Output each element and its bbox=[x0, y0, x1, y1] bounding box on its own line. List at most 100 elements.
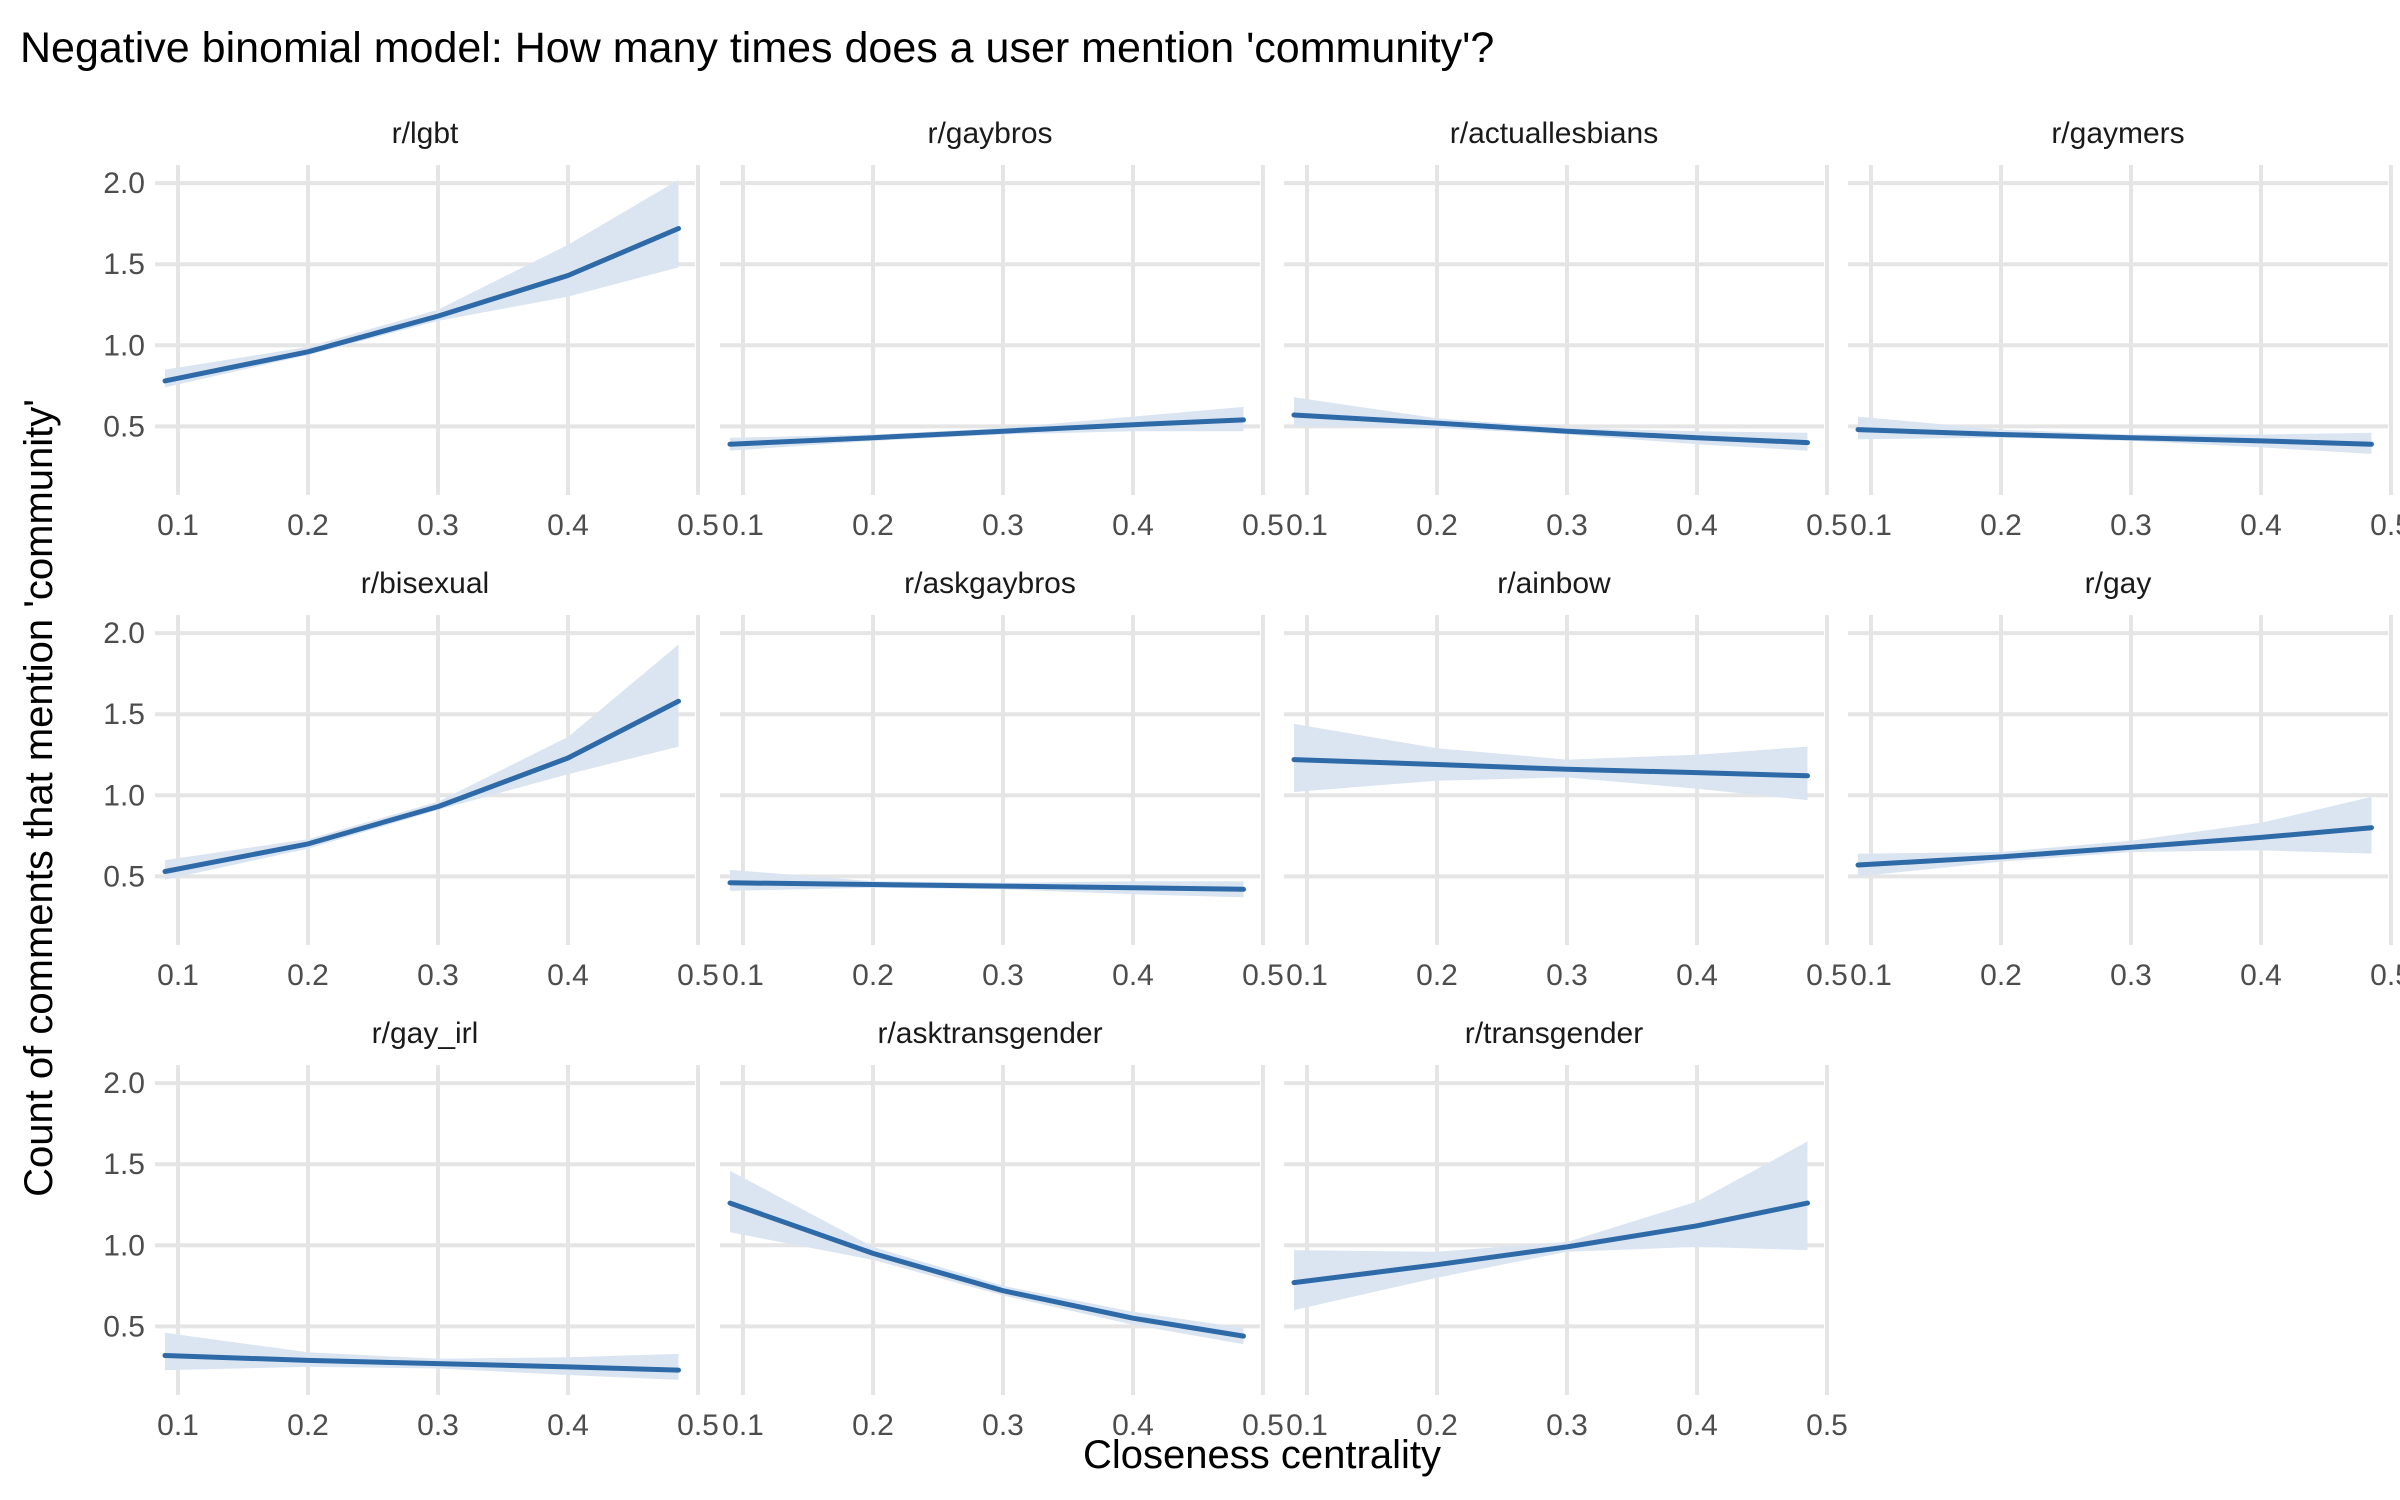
fitted-line-r-ainbow bbox=[1291, 757, 1810, 779]
x-tick-label: 0.1 bbox=[1850, 959, 1892, 992]
x-tick-label: 0.4 bbox=[1112, 1409, 1154, 1442]
facet-panel-r-asktransgender: r/asktransgender 0.1 0.2 0.3 0.4 0.5 bbox=[720, 1017, 1284, 1442]
x-tick-label: 0.2 bbox=[287, 509, 329, 542]
x-tick-label: 0.3 bbox=[982, 509, 1024, 542]
fitted-line-r-asktransgender bbox=[727, 1200, 1246, 1339]
confidence-band-r-bisexual bbox=[165, 644, 679, 880]
x-tick-label: 0.1 bbox=[722, 1409, 764, 1442]
facet-panel-r-askgaybros: r/askgaybros 0.1 0.2 0.3 0.4 0.5 bbox=[720, 567, 1284, 992]
facet-label-r-lgbt: r/lgbt bbox=[392, 117, 459, 150]
confidence-band-r-transgender bbox=[1294, 1141, 1808, 1311]
y-tick-label: 1.5 bbox=[103, 1148, 145, 1181]
x-tick-label: 0.2 bbox=[1980, 509, 2022, 542]
x-tick-label: 0.2 bbox=[287, 1409, 329, 1442]
x-tick-label: 0.5 bbox=[1806, 959, 1848, 992]
facet-label-r-bisexual: r/bisexual bbox=[361, 567, 489, 600]
fitted-line-r-askgaybros bbox=[727, 880, 1246, 892]
facet-label-r-gay-irl: r/gay_irl bbox=[372, 1017, 479, 1050]
x-tick-label: 0.3 bbox=[2110, 509, 2152, 542]
facet-label-r-gaymers: r/gaymers bbox=[2051, 117, 2184, 150]
x-tick-label: 0.1 bbox=[157, 1409, 199, 1442]
x-tick-label: 0.3 bbox=[417, 959, 459, 992]
facet-panel-r-ainbow: r/ainbow 0.1 0.2 0.3 0.4 0.5 bbox=[1284, 567, 1848, 992]
y-tick-label: 0.5 bbox=[103, 1310, 145, 1343]
facet-label-r-transgender: r/transgender bbox=[1465, 1017, 1643, 1050]
y-tick-label: 1.5 bbox=[103, 248, 145, 281]
y-tick-label: 2.0 bbox=[103, 617, 145, 650]
x-tick-label: 0.1 bbox=[1286, 509, 1328, 542]
facet-label-r-askgaybros: r/askgaybros bbox=[904, 567, 1076, 600]
confidence-band-r-ainbow bbox=[1294, 723, 1808, 801]
x-tick-label: 0.5 bbox=[2370, 509, 2400, 542]
facet-label-r-ainbow: r/ainbow bbox=[1497, 567, 1611, 600]
chart-title: Negative binomial model: How many times … bbox=[20, 24, 1494, 72]
facet-panel-r-bisexual: r/bisexual 0.1 0.2 0.3 0.4 0.5 0.5 1.0 1.5 2.0 bbox=[103, 567, 719, 992]
x-tick-label: 0.1 bbox=[157, 509, 199, 542]
x-tick-label: 0.1 bbox=[1286, 1409, 1328, 1442]
x-tick-label: 0.5 bbox=[677, 959, 719, 992]
facet-label-r-gay: r/gay bbox=[2085, 567, 2152, 600]
facet-panel-r-gay: r/gay 0.1 0.2 0.3 0.4 0.5 bbox=[1848, 567, 2400, 992]
fitted-line-r-actuallesbians bbox=[1291, 412, 1810, 446]
facet-panel-r-gay-irl: r/gay_irl 0.1 0.2 0.3 0.4 0.5 0.5 1.0 1.5 2.0 bbox=[103, 1017, 719, 1442]
y-tick-label: 2.0 bbox=[103, 167, 145, 200]
x-tick-label: 0.1 bbox=[1286, 959, 1328, 992]
facet-panel-r-transgender: r/transgender 0.1 0.2 0.3 0.4 0.5 bbox=[1284, 1017, 1848, 1442]
x-tick-label: 0.4 bbox=[1112, 509, 1154, 542]
x-tick-label: 0.4 bbox=[1676, 509, 1718, 542]
y-tick-label: 1.5 bbox=[103, 698, 145, 731]
x-tick-label: 0.4 bbox=[547, 509, 589, 542]
fitted-line-r-gaybros bbox=[727, 417, 1246, 447]
x-tick-label: 0.4 bbox=[1676, 959, 1718, 992]
fitted-line-r-bisexual bbox=[162, 698, 681, 874]
x-tick-label: 0.2 bbox=[852, 1409, 894, 1442]
y-tick-label: 2.0 bbox=[103, 1067, 145, 1100]
fitted-line-r-transgender bbox=[1291, 1200, 1810, 1286]
x-tick-label: 0.5 bbox=[1242, 509, 1284, 542]
facet-label-r-actuallesbians: r/actuallesbians bbox=[1450, 117, 1658, 150]
x-tick-label: 0.4 bbox=[2240, 509, 2282, 542]
x-tick-label: 0.1 bbox=[157, 959, 199, 992]
x-tick-label: 0.3 bbox=[1546, 509, 1588, 542]
x-tick-label: 0.5 bbox=[677, 509, 719, 542]
y-tick-label: 1.0 bbox=[103, 1229, 145, 1262]
facet-panel-r-lgbt: r/lgbt 0.1 0.2 0.3 0.4 0.5 0.5 1.0 1.5 2.0 bbox=[103, 117, 719, 542]
fitted-line-r-gay-irl bbox=[162, 1353, 681, 1373]
facet-label-r-gaybros: r/gaybros bbox=[927, 117, 1052, 150]
facet-panels: r/lgbt 0.1 0.2 0.3 0.4 0.5 0.5 1.0 1.5 2.0 r/gaybr… bbox=[103, 117, 2400, 1442]
x-tick-label: 0.4 bbox=[1676, 1409, 1718, 1442]
confidence-band-r-lgbt bbox=[165, 179, 679, 388]
x-tick-label: 0.5 bbox=[1806, 1409, 1848, 1442]
facet-panel-r-gaymers: r/gaymers 0.1 0.2 0.3 0.4 0.5 bbox=[1848, 117, 2400, 542]
x-tick-label: 0.1 bbox=[722, 959, 764, 992]
fitted-line-r-gaymers bbox=[1855, 427, 2374, 447]
x-tick-label: 0.3 bbox=[2110, 959, 2152, 992]
x-tick-label: 0.1 bbox=[722, 509, 764, 542]
x-tick-label: 0.2 bbox=[1416, 509, 1458, 542]
x-tick-label: 0.1 bbox=[1850, 509, 1892, 542]
x-tick-label: 0.2 bbox=[1980, 959, 2022, 992]
x-tick-label: 0.2 bbox=[1416, 959, 1458, 992]
x-tick-label: 0.5 bbox=[1242, 959, 1284, 992]
y-tick-label: 1.0 bbox=[103, 779, 145, 812]
y-tick-label: 1.0 bbox=[103, 329, 145, 362]
x-tick-label: 0.3 bbox=[417, 1409, 459, 1442]
x-tick-label: 0.5 bbox=[1242, 1409, 1284, 1442]
y-tick-label: 0.5 bbox=[103, 410, 145, 443]
x-tick-label: 0.3 bbox=[982, 1409, 1024, 1442]
x-tick-label: 0.3 bbox=[417, 509, 459, 542]
x-tick-label: 0.5 bbox=[677, 1409, 719, 1442]
x-tick-label: 0.4 bbox=[2240, 959, 2282, 992]
facet-panel-r-gaybros: r/gaybros 0.1 0.2 0.3 0.4 0.5 bbox=[720, 117, 1284, 542]
confidence-band-r-actuallesbians bbox=[1294, 397, 1808, 451]
x-tick-label: 0.2 bbox=[1416, 1409, 1458, 1442]
x-tick-label: 0.2 bbox=[852, 509, 894, 542]
x-axis-title: Closeness centrality bbox=[1083, 1433, 1441, 1477]
x-tick-label: 0.2 bbox=[852, 959, 894, 992]
x-tick-label: 0.4 bbox=[547, 1409, 589, 1442]
fitted-line-r-gay bbox=[1855, 825, 2374, 868]
x-tick-label: 0.5 bbox=[2370, 959, 2400, 992]
fitted-line-r-lgbt bbox=[162, 226, 681, 384]
x-tick-label: 0.5 bbox=[1806, 509, 1848, 542]
